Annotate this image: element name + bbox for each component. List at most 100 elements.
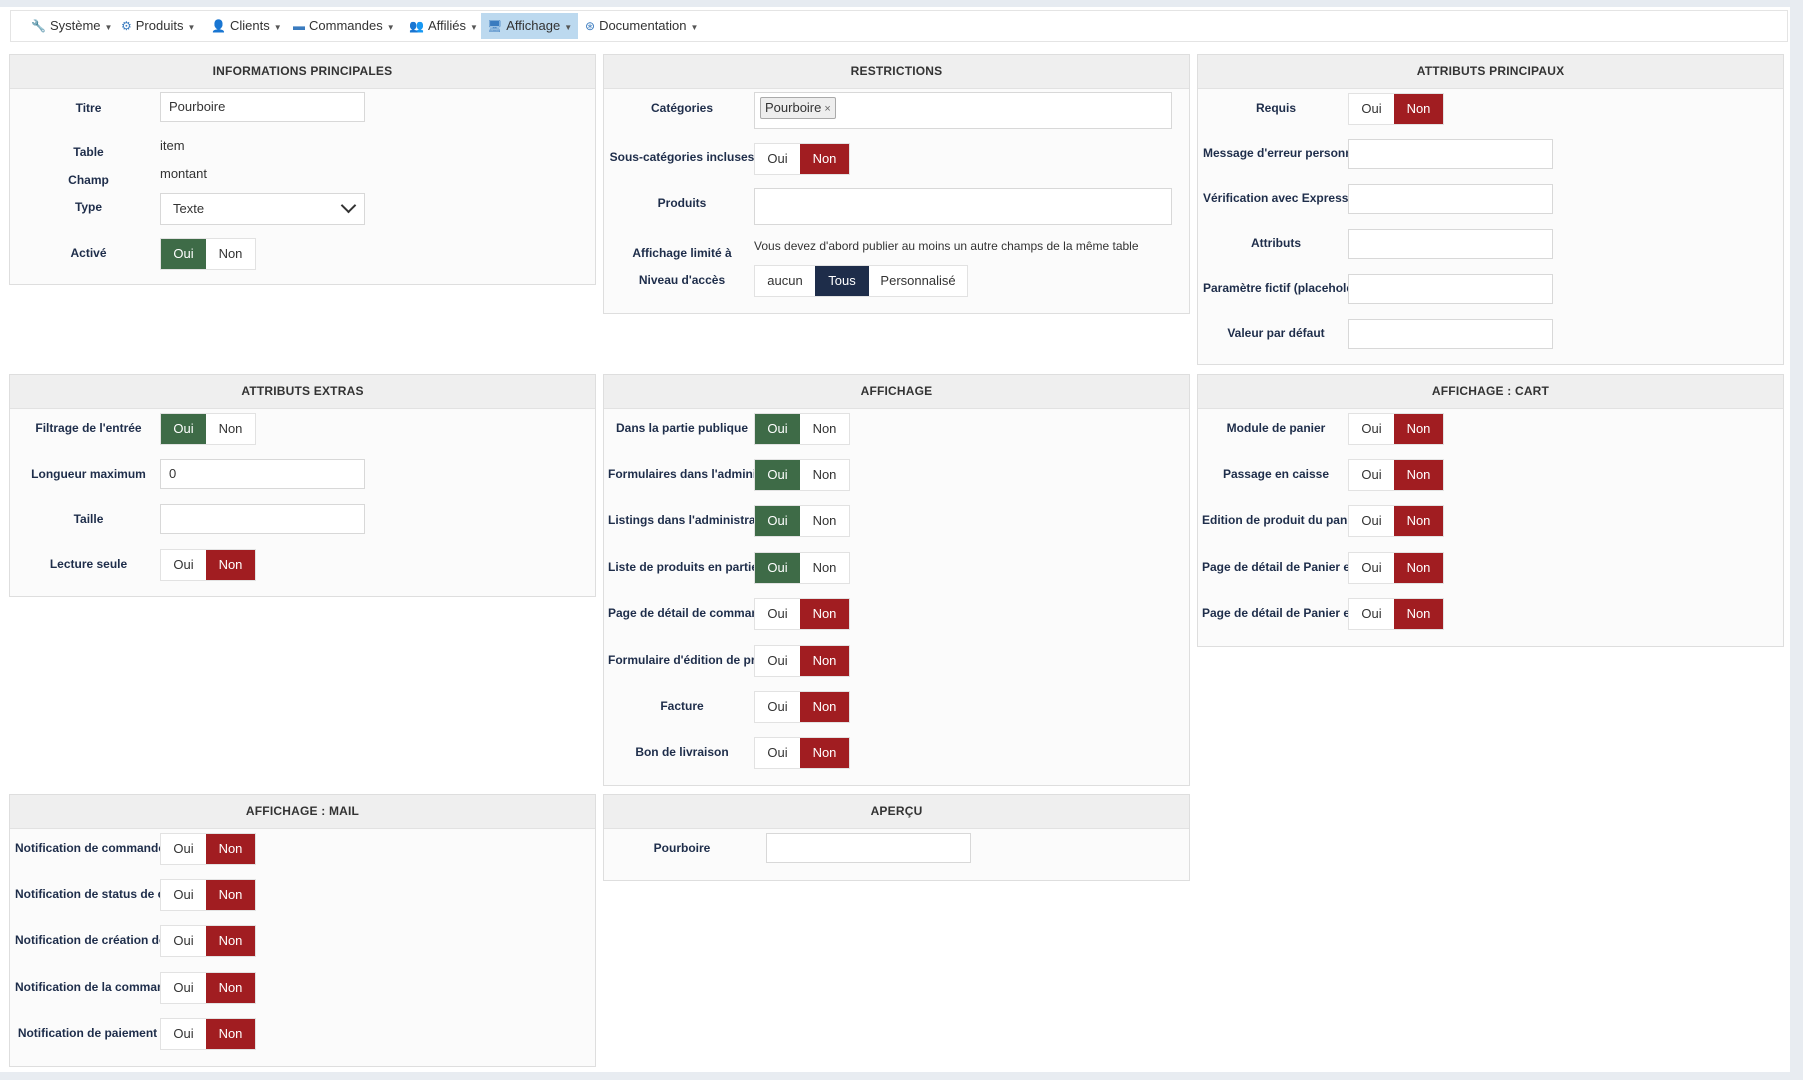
no-button[interactable]: Non bbox=[206, 834, 255, 864]
menu-label: Produits bbox=[135, 18, 184, 33]
panel-affichage: AFFICHAGE Dans la partie publique Oui Non … bbox=[603, 374, 1190, 786]
cart-row-label: Passage en caisse bbox=[1222, 467, 1330, 481]
yes-button[interactable]: Oui bbox=[767, 606, 788, 621]
yes-button[interactable]: Oui bbox=[1361, 606, 1382, 621]
no-button[interactable]: Non bbox=[218, 421, 243, 436]
menu-commandes[interactable]: ▬ Commandes ▼ bbox=[287, 13, 401, 39]
yes-button[interactable]: Oui bbox=[173, 557, 194, 572]
menu-produits[interactable]: ⚙ Produits ▼ bbox=[115, 13, 201, 39]
no-button[interactable]: Non bbox=[812, 467, 837, 482]
yes-button[interactable]: Oui bbox=[1361, 467, 1382, 482]
regex-label: Vérification avec Expression régulière bbox=[1203, 191, 1348, 205]
placeholder-input[interactable] bbox=[1348, 274, 1553, 304]
yes-button[interactable]: Oui bbox=[755, 506, 800, 536]
display-row: Formulaires dans l'administrationOui Non bbox=[604, 459, 1189, 491]
display-toggle: Oui Non bbox=[754, 459, 850, 491]
titre-input[interactable]: Pourboire bbox=[160, 92, 365, 122]
size-input[interactable] bbox=[160, 504, 365, 534]
no-button[interactable]: Non bbox=[206, 926, 255, 956]
yes-button[interactable]: Oui bbox=[755, 414, 800, 444]
yes-button[interactable]: Oui bbox=[767, 699, 788, 714]
menu-label: Affichage bbox=[506, 18, 561, 33]
menu-clients[interactable]: 👤 Clients ▼ bbox=[205, 13, 288, 39]
maxlen-input[interactable]: 0 bbox=[160, 459, 365, 489]
yes-button[interactable]: Oui bbox=[161, 239, 206, 269]
display-row-label: Liste de produits en partie publique bbox=[608, 560, 756, 574]
menu-documentation[interactable]: ⊛ Documentation ▼ bbox=[579, 13, 704, 39]
no-button[interactable]: Non bbox=[800, 599, 849, 629]
no-button[interactable]: Non bbox=[800, 144, 849, 174]
yes-button[interactable]: Oui bbox=[1361, 421, 1382, 436]
life-ring-icon: ⊛ bbox=[585, 19, 596, 33]
type-select[interactable]: Texte bbox=[160, 193, 365, 225]
access-custom-button[interactable]: Personnalisé bbox=[880, 273, 956, 288]
no-button[interactable]: Non bbox=[812, 513, 837, 528]
display-row-label: Dans la partie publique bbox=[615, 421, 749, 435]
remove-tag-icon[interactable]: × bbox=[824, 103, 831, 115]
yes-button[interactable]: Oui bbox=[767, 745, 788, 760]
no-button[interactable]: Non bbox=[812, 560, 837, 575]
yes-button[interactable]: Oui bbox=[173, 841, 194, 856]
no-button[interactable]: Non bbox=[1394, 553, 1443, 583]
regex-input[interactable] bbox=[1348, 184, 1553, 214]
mail-toggle: Oui Non bbox=[160, 833, 256, 865]
attributes-input[interactable] bbox=[1348, 229, 1553, 259]
page-scrollbar[interactable] bbox=[1790, 0, 1803, 1080]
cart-row: Passage en caisse Oui Non bbox=[1198, 459, 1783, 491]
preview-input[interactable] bbox=[766, 833, 971, 863]
display-row: Bon de livraison Oui Non bbox=[604, 737, 1189, 769]
no-button[interactable]: Non bbox=[1394, 460, 1443, 490]
access-none-button[interactable]: aucun bbox=[767, 273, 803, 288]
mail-row: Notification de commande Oui Non bbox=[10, 833, 595, 865]
no-button[interactable]: Non bbox=[1394, 506, 1443, 536]
yes-button[interactable]: Oui bbox=[1361, 513, 1382, 528]
no-button[interactable]: Non bbox=[206, 973, 255, 1003]
panel-attributs-extras: ATTRIBUTS EXTRAS Filtrage de l'entrée Ou… bbox=[9, 374, 596, 597]
yes-button[interactable]: Oui bbox=[1361, 101, 1382, 116]
no-button[interactable]: Non bbox=[800, 692, 849, 722]
no-button[interactable]: Non bbox=[800, 738, 849, 768]
display-row: Page de détail de commande Oui Non bbox=[604, 598, 1189, 630]
no-button[interactable]: Non bbox=[812, 421, 837, 436]
mail-toggle: Oui Non bbox=[160, 925, 256, 957]
yes-button[interactable]: Oui bbox=[1361, 560, 1382, 575]
users-icon: 👥 bbox=[409, 19, 424, 33]
menu-systeme[interactable]: 🔧 Système ▼ bbox=[25, 13, 118, 39]
yes-button[interactable]: Oui bbox=[755, 460, 800, 490]
no-button[interactable]: Non bbox=[206, 1019, 255, 1049]
yes-button[interactable]: Oui bbox=[755, 553, 800, 583]
desktop-icon: 🖥 bbox=[487, 19, 503, 33]
no-button[interactable]: Non bbox=[1394, 599, 1443, 629]
menu-affilies[interactable]: 👥 Affiliés ▼ bbox=[403, 13, 484, 39]
top-edge bbox=[0, 0, 1803, 7]
yes-button[interactable]: Oui bbox=[767, 653, 788, 668]
categories-input[interactable]: Pourboire × bbox=[754, 92, 1172, 129]
yes-button[interactable]: Oui bbox=[173, 1026, 194, 1041]
mail-row-label: Notification de création de compte bbox=[15, 933, 160, 947]
panel-informations-principales: INFORMATIONS PRINCIPALES Titre Pourboire… bbox=[9, 54, 596, 285]
yes-button[interactable]: Oui bbox=[173, 933, 194, 948]
cart-row: Edition de produit du panier Oui Non bbox=[1198, 505, 1783, 537]
no-button[interactable]: Non bbox=[206, 550, 255, 580]
panel-affichage-mail: AFFICHAGE : MAIL Notification de command… bbox=[9, 794, 596, 1067]
no-button[interactable]: Non bbox=[1394, 94, 1443, 124]
default-value-input[interactable] bbox=[1348, 319, 1553, 349]
display-row: Formulaire d'édition de produit Oui Non bbox=[604, 645, 1189, 677]
readonly-toggle: Oui Non bbox=[160, 549, 256, 581]
menu-affichage[interactable]: 🖥 Affichage ▼ bbox=[481, 13, 579, 39]
products-input[interactable] bbox=[754, 188, 1172, 225]
no-button[interactable]: Non bbox=[800, 646, 849, 676]
yes-button[interactable]: Oui bbox=[173, 980, 194, 995]
error-message-input[interactable] bbox=[1348, 139, 1553, 169]
yes-button[interactable]: Oui bbox=[161, 414, 206, 444]
no-button[interactable]: Non bbox=[218, 246, 243, 261]
yes-button[interactable]: Oui bbox=[767, 151, 788, 166]
no-button[interactable]: Non bbox=[1394, 414, 1443, 444]
champ-label: Champ bbox=[68, 173, 109, 187]
no-button[interactable]: Non bbox=[206, 880, 255, 910]
access-all-button[interactable]: Tous bbox=[815, 266, 869, 296]
display-toggle: Oui Non bbox=[754, 505, 850, 537]
yes-button[interactable]: Oui bbox=[173, 887, 194, 902]
cart-row-label: Page de détail de Panier en bbox=[1202, 560, 1348, 574]
